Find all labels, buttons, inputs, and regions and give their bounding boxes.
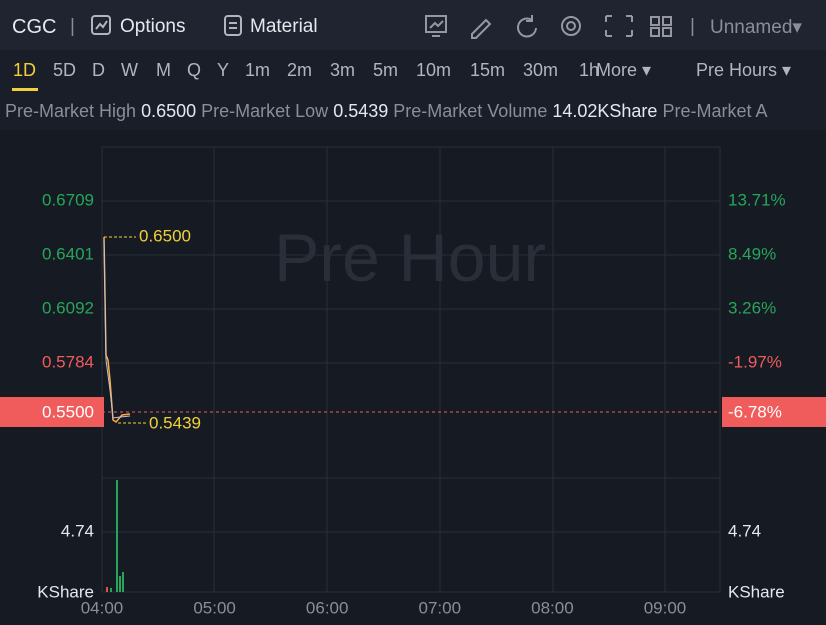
- timeframe-tab[interactable]: 5m: [373, 60, 399, 80]
- more-label: More: [596, 60, 638, 80]
- symbol[interactable]: CGC: [12, 16, 57, 38]
- volume-bars: [110, 480, 124, 592]
- marker-lines: [104, 236, 148, 424]
- price-tag: [0, 397, 104, 427]
- toolbar: CGC | Options Material | Unnamed▾: [0, 0, 826, 50]
- timeframe-tab[interactable]: 30m: [523, 60, 559, 80]
- timeframe-tab[interactable]: 15m: [470, 60, 506, 80]
- stat-label: Pre-Market Low: [201, 101, 329, 121]
- volume-bar-down: [106, 587, 108, 592]
- right-axis-label: -1.97%: [728, 352, 782, 371]
- right-axis-label: 3.26%: [728, 298, 776, 317]
- volume-unit: KShare: [728, 582, 785, 601]
- chart: Pre Hour 0.5500 -6.78% 0.6500 0.5439 4.7…: [0, 130, 826, 625]
- timeframe-tab[interactable]: 1D: [13, 60, 37, 80]
- volume-unit: KShare: [37, 582, 94, 601]
- options[interactable]: Options: [120, 16, 186, 37]
- stat-value: 0.5439: [333, 101, 389, 121]
- left-axis-label: 0.6092: [42, 298, 94, 317]
- material-icon: [224, 15, 242, 36]
- active-underline: [12, 88, 38, 91]
- left-axis-label: 0.6401: [42, 244, 94, 263]
- timeframe-tab[interactable]: M: [156, 60, 171, 80]
- x-axis-label: 07:00: [419, 598, 462, 617]
- x-axis-label: 09:00: [644, 598, 687, 617]
- toolbar-icons: [425, 15, 672, 39]
- grid: [101, 146, 721, 593]
- layout-select[interactable]: Unnamed▾: [710, 17, 802, 38]
- volume-tick: 4.74: [728, 521, 761, 540]
- timeframe-tab[interactable]: 1h: [579, 60, 600, 80]
- timeframe-tab[interactable]: 5D: [53, 60, 77, 80]
- stat-value: 14.02KShare: [552, 101, 658, 121]
- low-marker: 0.5439: [149, 413, 201, 432]
- layout-name: Unnamed: [710, 17, 793, 38]
- session-select[interactable]: Pre Hours ▾: [696, 60, 792, 80]
- timeframe-tab[interactable]: D: [92, 60, 105, 80]
- left-axis-label: 0.5784: [42, 352, 94, 371]
- stat-label: Pre-Market High: [5, 101, 137, 121]
- timeframe-tabs: 1D 5D D W M Q Y 1m 2m 3m 5m 10m 15m 30m 1h More ▾ Pre Ho…: [0, 50, 826, 92]
- separator: |: [70, 16, 75, 37]
- timeframe-tab[interactable]: 3m: [330, 60, 356, 80]
- options-icon: [91, 15, 111, 35]
- timeframe-tab[interactable]: W: [121, 60, 138, 80]
- session-label: Pre Hours: [696, 60, 778, 80]
- timeframe-tab[interactable]: 1m: [245, 60, 271, 80]
- right-axis-label: 8.49%: [728, 244, 776, 263]
- material[interactable]: Material: [250, 16, 318, 37]
- left-axis-label: 0.6709: [42, 190, 94, 209]
- timeframe-tab[interactable]: 10m: [416, 60, 452, 80]
- right-axis-label: 13.71%: [728, 190, 786, 209]
- avg-line: [103, 239, 131, 419]
- x-axis-label: 06:00: [306, 598, 349, 617]
- x-axis-label: 08:00: [531, 598, 574, 617]
- timeframe-tab[interactable]: Q: [187, 60, 202, 80]
- current-change: -6.78%: [728, 402, 782, 421]
- timeframe-tab[interactable]: 2m: [287, 60, 313, 80]
- x-axis-label: 05:00: [193, 598, 236, 617]
- watermark: Pre Hour: [274, 220, 546, 296]
- stat-label: Pre-Market A: [662, 101, 768, 121]
- timeframe-tab[interactable]: Y: [217, 60, 230, 80]
- x-axis-label: 04:00: [81, 598, 124, 617]
- volume-tick: 4.74: [61, 521, 94, 540]
- stat-label: Pre-Market Volume: [393, 101, 548, 121]
- more-tab[interactable]: More ▾: [596, 60, 652, 80]
- stats-bar: Pre-Market High 0.6500 Pre-Market Low 0.…: [0, 92, 826, 130]
- change-tag: [722, 397, 826, 427]
- high-marker: 0.6500: [139, 226, 191, 245]
- stat-value: 0.6500: [141, 101, 197, 121]
- chart-bg: [0, 130, 826, 625]
- current-price: 0.5500: [42, 402, 94, 421]
- separator: |: [690, 16, 695, 37]
